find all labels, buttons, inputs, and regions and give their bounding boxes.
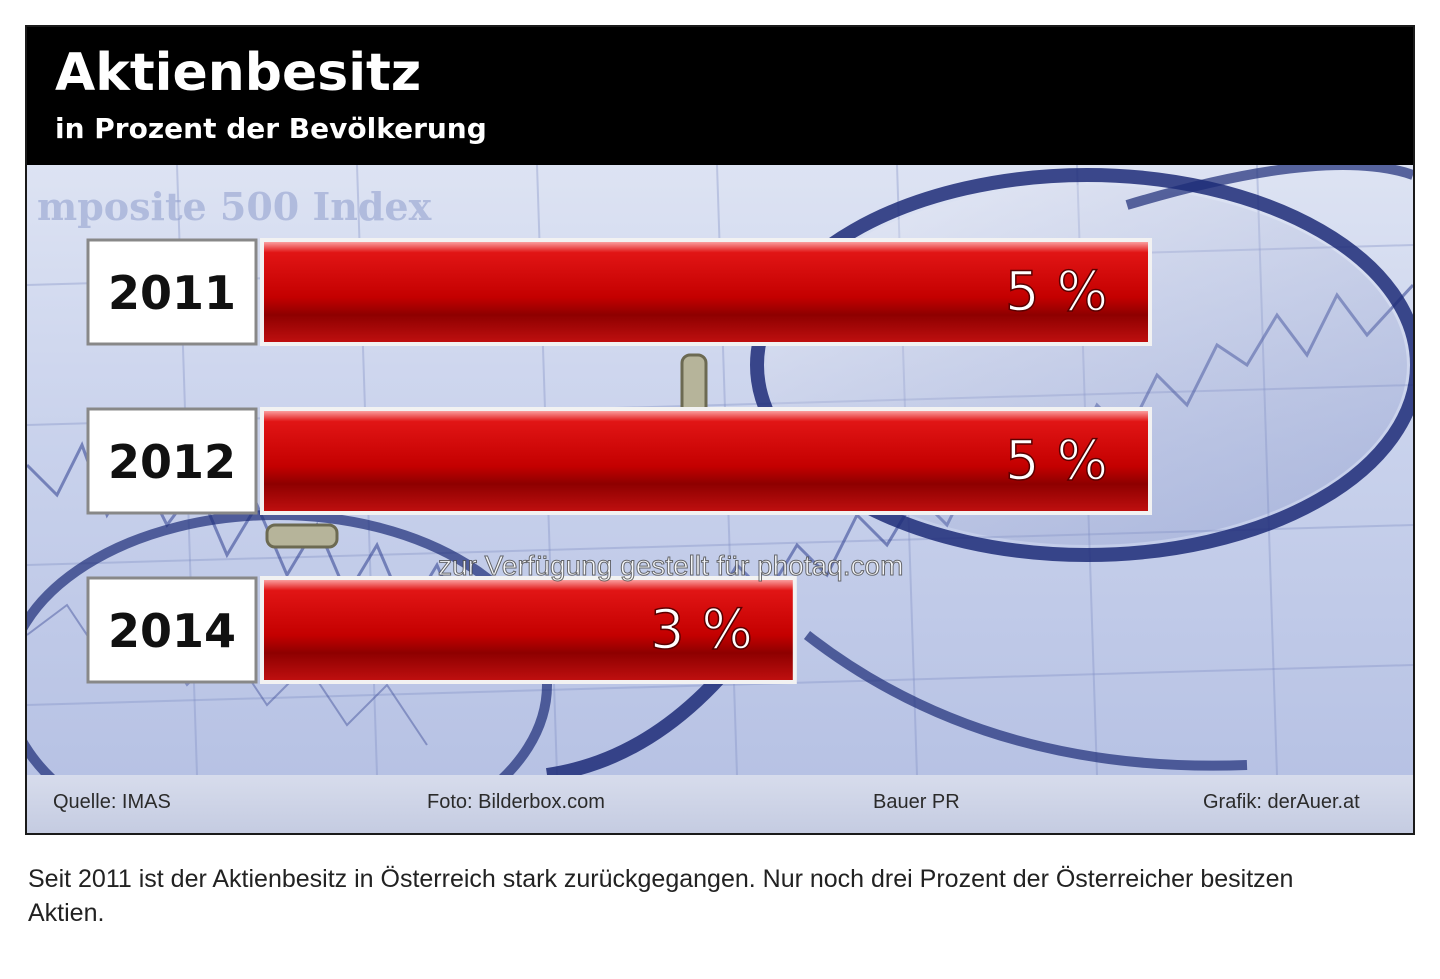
category-label: 2011 — [108, 266, 236, 320]
footer-source: Quelle: IMAS — [53, 791, 171, 813]
caption-text: Seit 2011 ist der Aktienbesitz in Österr… — [28, 865, 1294, 927]
watermark-text: zur Verfügung gestellt für photaq.com — [437, 550, 904, 582]
footer-band — [27, 775, 1413, 833]
bar-chart: 2011 5 % 2012 5 % 2014 3 % — [86, 238, 1152, 684]
category-label: 2012 — [108, 435, 236, 489]
category-label-box — [86, 576, 258, 684]
footer-photo-credit: Foto: Bilderbox.com — [427, 791, 605, 813]
bar-value-label: 3 % — [650, 598, 753, 661]
photo-heading-text: mposite 500 Index — [37, 184, 432, 229]
category-label-box — [86, 238, 258, 346]
category-label: 2014 — [108, 604, 236, 658]
chart-subtitle: in Prozent der Bevölkerung — [55, 112, 487, 145]
footer-agency: Bauer PR — [873, 791, 960, 813]
bar-value-label: 5 % — [1005, 260, 1108, 323]
chart-title: Aktienbesitz — [55, 43, 422, 103]
bar — [260, 407, 1152, 515]
bar — [260, 238, 1152, 346]
category-label-box — [86, 407, 258, 515]
footer-graphic-credit: Grafik: derAuer.at — [1203, 791, 1360, 813]
bar — [260, 576, 797, 684]
bar-value-label: 5 % — [1005, 429, 1108, 492]
header-band: Aktienbesitz in Prozent der Bevölkerung — [27, 27, 1413, 165]
